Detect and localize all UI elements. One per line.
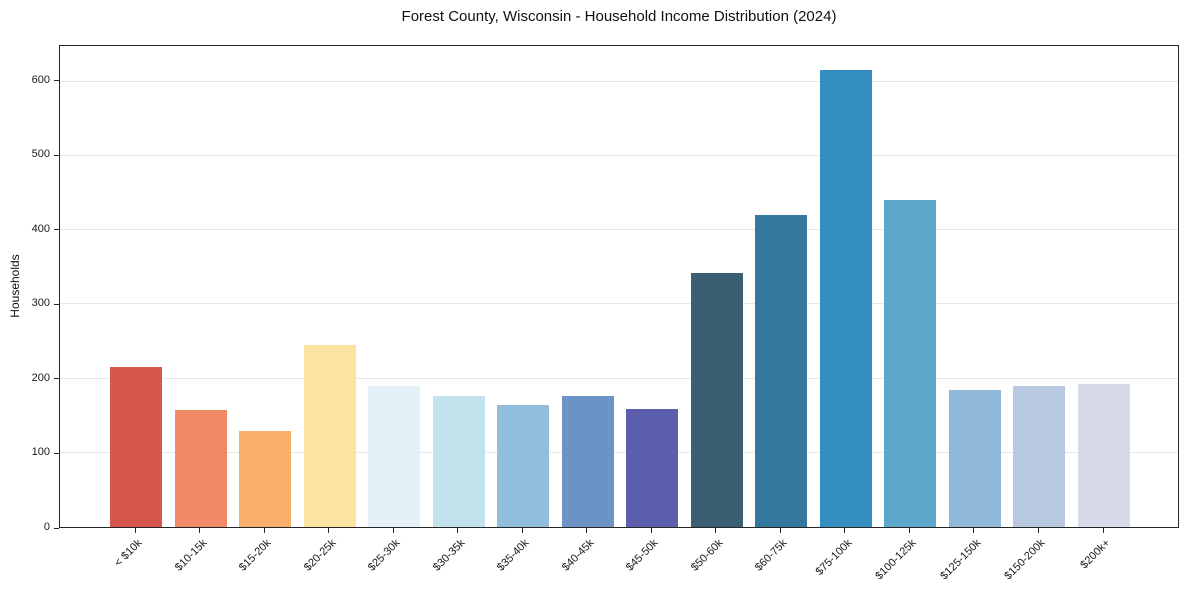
x-tick-mark <box>457 528 459 533</box>
y-tick-label: 300 <box>31 297 50 310</box>
bar <box>884 200 937 527</box>
chart-title: Forest County, Wisconsin - Household Inc… <box>401 8 837 25</box>
x-tick-mark <box>586 528 588 533</box>
bar <box>497 404 550 527</box>
bar <box>755 214 808 527</box>
x-tick-mark <box>392 528 394 533</box>
plot-area <box>59 45 1179 528</box>
x-tick-mark <box>1037 528 1039 533</box>
x-tick-label: < $10k <box>112 537 145 570</box>
gridline <box>60 451 1178 453</box>
bar <box>819 69 872 527</box>
y-tick-mark <box>54 452 59 454</box>
bar <box>303 345 356 527</box>
x-tick-mark <box>973 528 975 533</box>
x-tick-mark <box>1102 528 1104 533</box>
bar <box>174 410 227 527</box>
gridline <box>60 80 1178 82</box>
y-tick-mark <box>54 154 59 156</box>
x-tick-mark <box>263 528 265 533</box>
y-tick-label: 200 <box>31 371 50 384</box>
y-tick-mark <box>54 378 59 380</box>
x-tick-mark <box>908 528 910 533</box>
bar <box>239 430 292 527</box>
x-tick-mark <box>521 528 523 533</box>
x-tick-mark <box>199 528 201 533</box>
bar <box>626 408 679 527</box>
y-tick-label: 600 <box>31 73 50 86</box>
bar <box>1013 385 1066 527</box>
gridline <box>60 154 1178 156</box>
bar <box>1078 383 1130 527</box>
gridline <box>60 377 1178 379</box>
bar <box>110 366 162 527</box>
y-tick-label: 500 <box>31 148 50 161</box>
gridline <box>60 229 1178 231</box>
x-tick-mark <box>844 528 846 533</box>
x-tick-mark <box>650 528 652 533</box>
y-tick-label: 0 <box>43 521 50 533</box>
bar <box>432 396 485 527</box>
y-tick-mark <box>54 229 59 231</box>
bar <box>561 396 614 527</box>
y-tick-mark <box>54 80 59 82</box>
y-tick-label: 100 <box>31 446 50 459</box>
y-tick-label: 400 <box>31 222 50 235</box>
bar <box>368 385 421 527</box>
x-tick-mark <box>328 528 330 533</box>
bar <box>948 389 1001 527</box>
gridline <box>60 303 1178 305</box>
y-tick-mark <box>54 527 59 529</box>
y-tick-mark <box>54 303 59 305</box>
x-tick-mark <box>134 528 136 533</box>
x-tick-mark <box>779 528 781 533</box>
bar <box>690 273 743 527</box>
x-tick-mark <box>715 528 717 533</box>
